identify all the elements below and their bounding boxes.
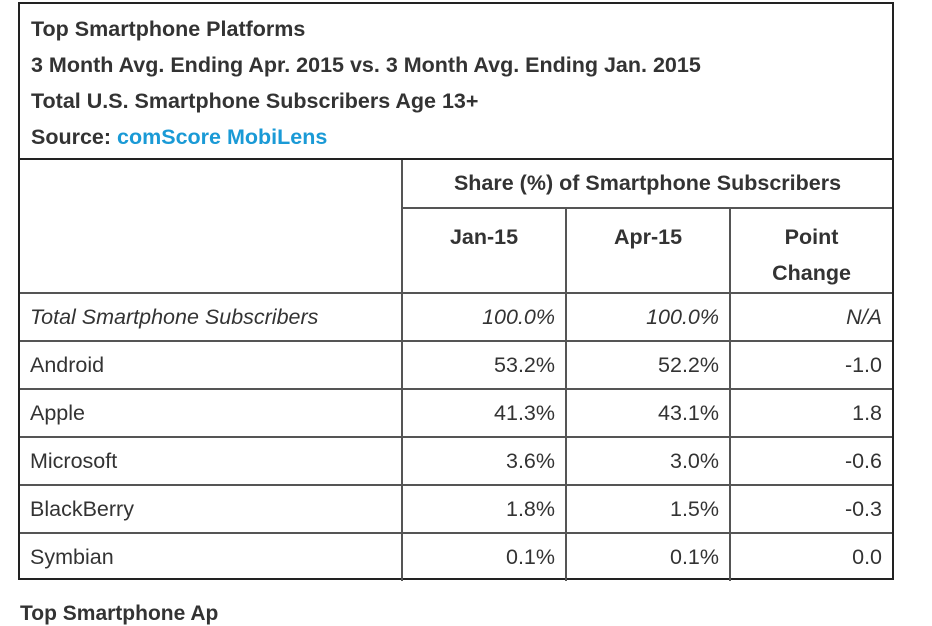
row-label: Microsoft bbox=[20, 436, 403, 486]
column-header-change-line2: Change bbox=[772, 261, 851, 285]
row-label: Android bbox=[20, 340, 403, 390]
column-header-change-line1: Point bbox=[784, 225, 839, 249]
source-line: Source: comScore MobiLens bbox=[31, 124, 327, 150]
cell-change: -1.0 bbox=[729, 340, 892, 390]
source-label: Source: bbox=[31, 125, 118, 149]
column-header-change: Point Change bbox=[729, 207, 892, 294]
table-title: Top Smartphone Platforms bbox=[31, 17, 306, 41]
cell-jan: 41.3% bbox=[401, 388, 567, 438]
data-table: Share (%) of Smartphone Subscribers Jan-… bbox=[20, 160, 892, 581]
cell-apr: 43.1% bbox=[565, 388, 731, 438]
cell-change: 1.8 bbox=[729, 388, 892, 438]
cell-jan: 100.0% bbox=[401, 292, 567, 342]
table-subtitle-period: 3 Month Avg. Ending Apr. 2015 vs. 3 Mont… bbox=[31, 53, 701, 77]
cell-jan: 53.2% bbox=[401, 340, 567, 390]
cell-change: -0.3 bbox=[729, 484, 892, 534]
row-label: Total Smartphone Subscribers bbox=[20, 292, 403, 342]
cell-change: 0.0 bbox=[729, 532, 892, 581]
cell-apr: 3.0% bbox=[565, 436, 731, 486]
table-row-blackberry: BlackBerry 1.8% 1.5% -0.3 bbox=[20, 484, 892, 534]
table-subtitle-population: Total U.S. Smartphone Subscribers Age 13… bbox=[31, 89, 479, 113]
cell-jan: 1.8% bbox=[401, 484, 567, 534]
table-row-total: Total Smartphone Subscribers 100.0% 100.… bbox=[20, 292, 892, 342]
cell-apr: 100.0% bbox=[565, 292, 731, 342]
cell-apr: 1.5% bbox=[565, 484, 731, 534]
next-table-title: Top Smartphone Ap bbox=[20, 602, 219, 625]
cell-apr: 52.2% bbox=[565, 340, 731, 390]
table-row-microsoft: Microsoft 3.6% 3.0% -0.6 bbox=[20, 436, 892, 486]
table-header: Top Smartphone Platforms 3 Month Avg. En… bbox=[20, 4, 892, 160]
cell-jan: 3.6% bbox=[401, 436, 567, 486]
table-row-symbian: Symbian 0.1% 0.1% 0.0 bbox=[20, 532, 892, 581]
table-row-android: Android 53.2% 52.2% -1.0 bbox=[20, 340, 892, 390]
row-label: Symbian bbox=[20, 532, 403, 581]
source-link[interactable]: comScore MobiLens bbox=[117, 125, 328, 149]
cell-change: -0.6 bbox=[729, 436, 892, 486]
row-label: BlackBerry bbox=[20, 484, 403, 534]
cell-change: N/A bbox=[729, 292, 892, 342]
cell-jan: 0.1% bbox=[401, 532, 567, 581]
group-header: Share (%) of Smartphone Subscribers bbox=[401, 160, 892, 209]
table-row-apple: Apple 41.3% 43.1% 1.8 bbox=[20, 388, 892, 438]
table-frame: Top Smartphone Platforms 3 Month Avg. En… bbox=[18, 2, 894, 581]
column-header-apr: Apr-15 bbox=[565, 207, 731, 294]
cell-apr: 0.1% bbox=[565, 532, 731, 581]
column-header-jan: Jan-15 bbox=[401, 207, 567, 294]
corner-cell bbox=[20, 160, 403, 294]
row-label: Apple bbox=[20, 388, 403, 438]
